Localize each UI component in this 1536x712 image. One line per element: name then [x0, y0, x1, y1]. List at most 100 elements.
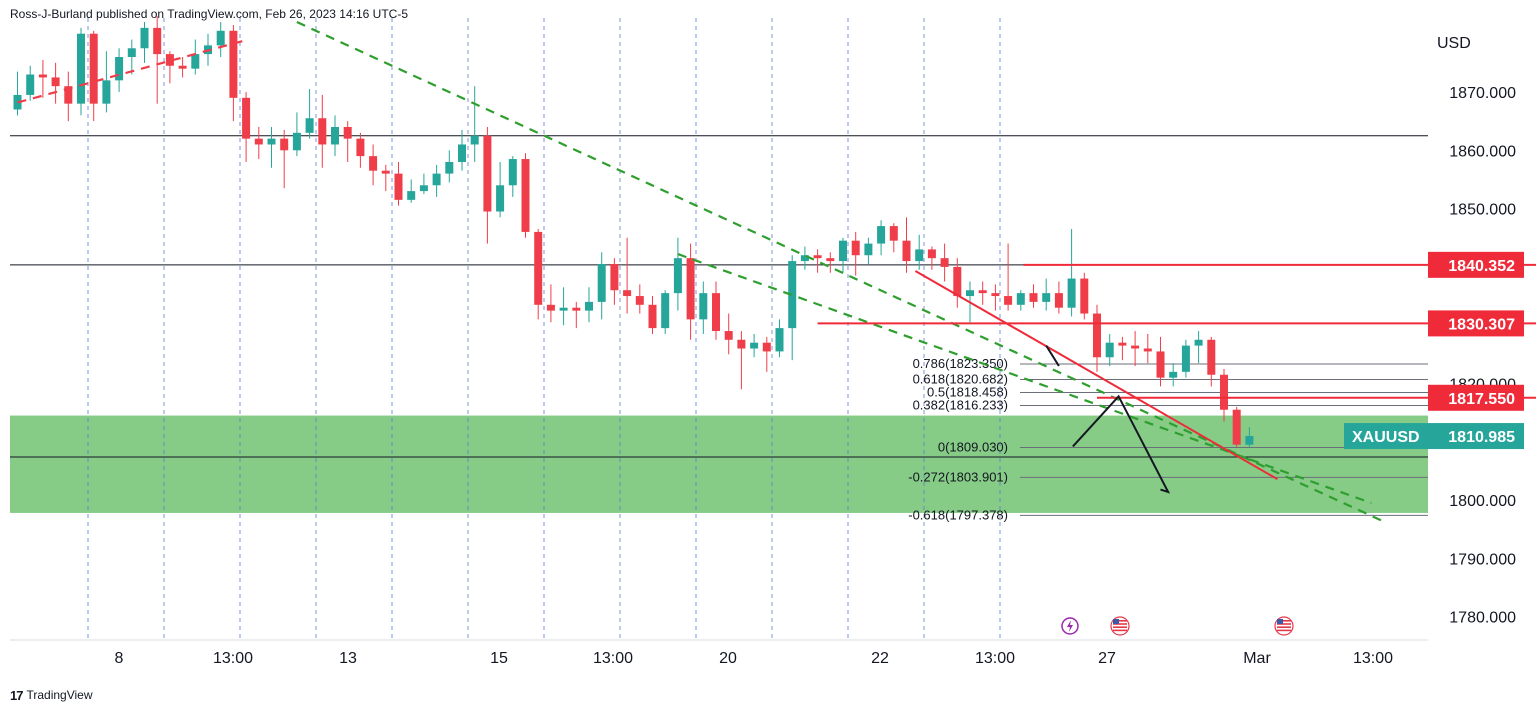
- candle-body: [889, 226, 898, 241]
- candle-body: [1245, 435, 1254, 445]
- candle-body: [686, 258, 695, 320]
- last-price-tag: [1344, 423, 1524, 450]
- flag-stripe: [1277, 620, 1291, 622]
- candle-body: [1169, 371, 1178, 378]
- flag-canton: [1113, 619, 1119, 624]
- dashed-trendline: [17, 39, 247, 104]
- candle-body: [1004, 296, 1013, 305]
- candle-body: [826, 258, 835, 262]
- candle-body: [927, 249, 936, 259]
- vertical-grid: [87, 18, 1001, 640]
- candle-body: [813, 255, 822, 259]
- us-flag-event-icon[interactable]: [1110, 616, 1130, 636]
- candle-body: [775, 328, 784, 352]
- flag-stripe: [1113, 626, 1127, 628]
- brand-name: TradingView: [26, 688, 93, 702]
- time-tick-label: 13:00: [1353, 650, 1393, 667]
- candle-body: [915, 249, 924, 262]
- fib-level-label: -0.272(1803.901): [908, 469, 1008, 484]
- event-markers[interactable]: [1061, 616, 1294, 636]
- candle-body: [546, 304, 555, 311]
- candle-body: [572, 307, 581, 311]
- price-tick-label: 1780.000: [1449, 610, 1516, 627]
- tradingview-logo-icon: 17: [10, 687, 24, 703]
- projection-arrow-path: [1072, 394, 1171, 494]
- time-tick-label: 22: [871, 650, 889, 667]
- candle-body: [191, 54, 200, 69]
- dashed-trendline: [296, 21, 1382, 522]
- time-tick-label: 27: [1098, 650, 1116, 667]
- candle-body: [318, 118, 327, 145]
- time-tick-label: 13:00: [593, 650, 633, 667]
- candle-body: [1029, 293, 1038, 302]
- candle-body: [115, 57, 124, 81]
- candle-body: [26, 74, 35, 95]
- candle-body: [356, 138, 365, 157]
- flag-canton: [1277, 619, 1283, 624]
- fib-level-label: 0.5(1818.458): [927, 384, 1008, 399]
- candle-body: [38, 74, 47, 78]
- time-tick-label: Mar: [1243, 650, 1271, 667]
- candle-body: [978, 290, 987, 294]
- candle-body: [585, 301, 593, 311]
- symbol-label: XAUUSD: [1352, 429, 1420, 446]
- time-tick-label: 8: [115, 650, 124, 667]
- time-tick-label: 13:00: [213, 650, 253, 667]
- candle-body: [521, 159, 530, 232]
- price-tick-label: 1860.000: [1449, 143, 1516, 160]
- fib-level-label: -0.618(1797.378): [908, 507, 1008, 522]
- time-tick-label: 20: [719, 650, 737, 667]
- candle-body: [1067, 278, 1076, 308]
- candle-body: [242, 97, 251, 139]
- candle-body: [661, 293, 670, 329]
- candle-body: [737, 339, 746, 349]
- footer-brand[interactable]: 17 TradingView: [10, 687, 93, 703]
- candle-body: [762, 342, 771, 352]
- last-price-label: 1810.985: [1448, 429, 1515, 446]
- time-tick-label: 13:00: [975, 650, 1015, 667]
- candle-body: [1194, 339, 1203, 346]
- fib-level-label: 0(1809.030): [938, 439, 1008, 454]
- fib-level-label: 0.382(1816.233): [913, 397, 1008, 412]
- candle-body: [1080, 278, 1089, 314]
- candle-body: [77, 33, 85, 104]
- candle-body: [788, 261, 797, 329]
- candle-body: [216, 30, 225, 46]
- dashed-trendline: [677, 253, 1372, 505]
- candle-body: [1093, 313, 1101, 358]
- candle-body: [750, 342, 759, 349]
- resistance-line: [914, 270, 1278, 480]
- price-level-tag-label: 1830.307: [1448, 316, 1515, 333]
- candle-body: [699, 293, 708, 320]
- candle-body: [51, 77, 60, 87]
- candle-body: [1143, 348, 1152, 352]
- fib-level-label: 0.786(1823.350): [913, 356, 1008, 371]
- candle-body: [673, 258, 682, 294]
- candle-body: [851, 240, 860, 256]
- candle-body: [800, 255, 809, 262]
- candle-body: [1232, 409, 1241, 445]
- price-tick-label: 1850.000: [1449, 202, 1516, 219]
- price-tags: 1840.352 1830.307 1817.550 XAUUSD 1810.985: [1344, 251, 1524, 450]
- price-level-tag-label: 1840.352: [1448, 258, 1515, 275]
- publisher-line: Ross-J-Burland published on TradingView.…: [10, 7, 408, 21]
- us-flag-event-icon[interactable]: [1274, 616, 1294, 636]
- flag-stripe: [1277, 623, 1291, 625]
- candle-body: [305, 118, 314, 133]
- candle-body: [1016, 293, 1025, 305]
- candle-body: [153, 27, 162, 55]
- support-zone: [10, 415, 1428, 513]
- price-level-tag: [1428, 251, 1524, 278]
- time-axis[interactable]: 8 13:00 13 15 13:00 20 22 13:00 27 Mar 13:00: [10, 639, 1428, 667]
- flag-stripe: [1113, 629, 1127, 632]
- candle-body: [483, 135, 492, 212]
- candles: [13, 16, 1254, 448]
- lightning-event-icon[interactable]: [1061, 617, 1079, 635]
- candle-body: [432, 173, 441, 186]
- candle-body: [102, 80, 111, 104]
- candle-body: [1042, 293, 1051, 302]
- candle-body: [64, 86, 73, 104]
- candle-body: [610, 263, 619, 291]
- candle-body: [724, 331, 733, 340]
